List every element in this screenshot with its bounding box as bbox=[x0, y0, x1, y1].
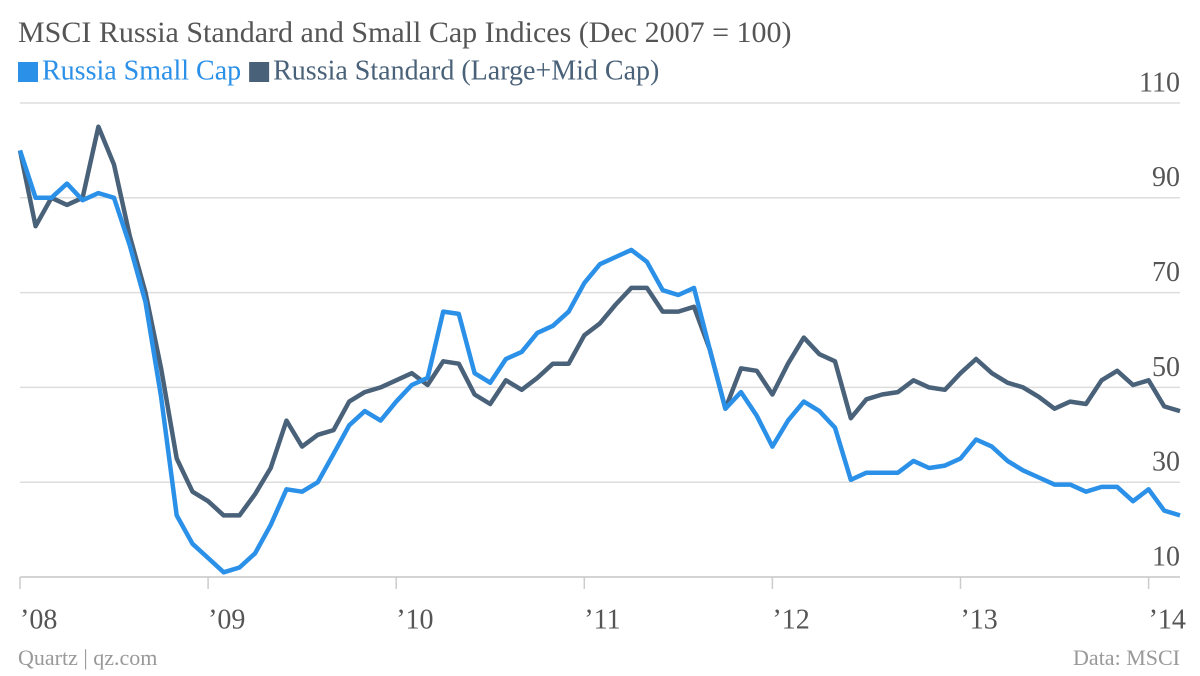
x-tick-label: ’10 bbox=[396, 604, 433, 635]
source: Data: MSCI bbox=[1073, 645, 1180, 670]
y-tick-label: 50 bbox=[1152, 352, 1180, 383]
legend-swatch bbox=[18, 62, 38, 82]
credit: Quartz | qz.com bbox=[18, 645, 157, 670]
legend-swatch bbox=[249, 62, 270, 82]
x-tick-label: ’12 bbox=[772, 604, 809, 635]
y-tick-label: 110 bbox=[1139, 67, 1180, 98]
legend-label: Russia Small Cap bbox=[42, 55, 241, 86]
y-tick-label: 90 bbox=[1152, 162, 1180, 193]
chart-title: MSCI Russia Standard and Small Cap Indic… bbox=[18, 16, 791, 49]
x-tick-label: ’13 bbox=[960, 604, 997, 635]
y-tick-label: 30 bbox=[1152, 447, 1180, 478]
x-tick-label: ’09 bbox=[208, 604, 245, 635]
x-tick-label: ’11 bbox=[584, 604, 620, 635]
y-tick-label: 70 bbox=[1152, 257, 1180, 288]
series-line bbox=[17, 124, 1181, 518]
x-tick-label: ’08 bbox=[20, 604, 57, 635]
y-tick-label: 10 bbox=[1152, 541, 1180, 572]
x-tick-label: ’14 bbox=[1149, 604, 1186, 635]
legend-label: Russia Standard (Large+Mid Cap) bbox=[273, 55, 659, 86]
series-line bbox=[17, 149, 1181, 575]
